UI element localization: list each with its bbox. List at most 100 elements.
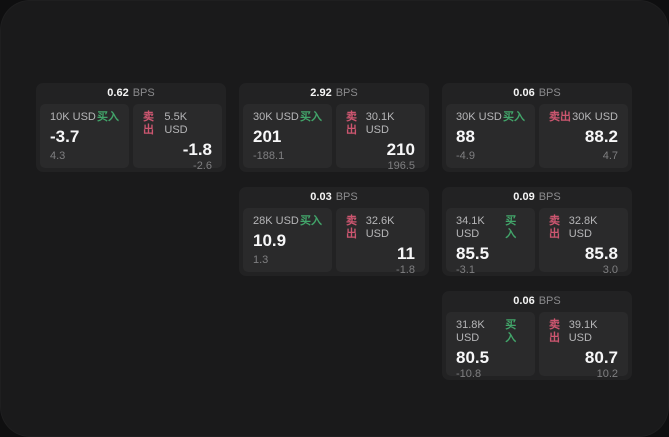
quote-panels: 30K USD 买入 201 -188.1 卖出 30.1K USD 210 1… [243, 104, 425, 172]
buy-price: 10.9 [253, 231, 287, 251]
buy-amount: 10K USD [50, 111, 96, 123]
buy-panel-top: 30K USD 买入 [456, 111, 525, 124]
sell-quote-panel[interactable]: 卖出 39.1K USD 80.7 10.2 [539, 312, 628, 380]
sell-amount: 5.5K USD [164, 111, 188, 137]
bps-unit-label: BPS [335, 87, 358, 99]
buy-panel-top: 10K USD 买入 [50, 111, 119, 124]
sell-amount: 30K USD [572, 111, 618, 123]
sell-price: 80.7 [584, 348, 618, 368]
sell-quote-panel[interactable]: 卖出 30.1K USD 210 196.5 [336, 104, 425, 172]
sell-side-label: 卖出 [549, 215, 560, 241]
quote-panels: 31.8K USD 买入 80.5 -10.8 卖出 39.1K USD 80.… [446, 312, 628, 380]
buy-side-label: 买入 [505, 319, 517, 345]
sell-panel-top: 卖出 32.8K USD [549, 215, 618, 241]
sell-panel-top: 卖出 30K USD [549, 111, 618, 124]
card-header: 0.03 BPS [243, 187, 425, 208]
sell-quote-panel[interactable]: 卖出 32.8K USD 85.8 3.0 [539, 208, 628, 276]
buy-delta: 4.3 [50, 149, 66, 162]
buy-panel-top: 30K USD 买入 [253, 111, 322, 124]
quote-panels: 34.1K USD 买入 85.5 -3.1 卖出 32.8K USD 85.8… [446, 208, 628, 276]
quote-grid: 0.62 BPS 10K USD 买入 -3.7 4.3 卖出 5.5K USD… [36, 83, 632, 380]
buy-delta: 1.3 [253, 253, 269, 266]
sell-price: 88.2 [584, 127, 618, 147]
sell-delta: -2.6 [193, 159, 212, 172]
buy-quote-panel[interactable]: 10K USD 买入 -3.7 4.3 [40, 104, 129, 168]
quote-panels: 28K USD 买入 10.9 1.3 卖出 32.6K USD 11 -1.8 [243, 208, 425, 276]
buy-amount: 30K USD [253, 111, 299, 123]
sell-delta: 196.5 [387, 159, 415, 172]
card-header: 2.92 BPS [243, 83, 425, 104]
bps-value: 0.03 [310, 191, 332, 203]
buy-amount: 31.8K USD [456, 319, 485, 345]
buy-quote-panel[interactable]: 34.1K USD 买入 85.5 -3.1 [446, 208, 535, 276]
buy-delta: -3.1 [456, 263, 475, 276]
quote-card: 0.03 BPS 28K USD 买入 10.9 1.3 卖出 32.6K US… [239, 187, 429, 276]
buy-price: 85.5 [456, 244, 490, 264]
buy-delta: -10.8 [456, 367, 482, 380]
quote-panels: 10K USD 买入 -3.7 4.3 卖出 5.5K USD -1.8 -2.… [40, 104, 222, 172]
sell-side-label: 卖出 [549, 111, 571, 123]
sell-price: 11 [397, 244, 415, 264]
sell-panel-top: 卖出 30.1K USD [346, 111, 415, 137]
sell-delta: 3.0 [602, 263, 618, 276]
sell-panel-top: 卖出 32.6K USD [346, 215, 415, 241]
sell-delta: 4.7 [602, 149, 618, 162]
buy-panel-top: 34.1K USD 买入 [456, 215, 525, 241]
sell-quote-panel[interactable]: 卖出 30K USD 88.2 4.7 [539, 104, 628, 168]
sell-amount: 32.6K USD [365, 215, 395, 241]
buy-side-label: 买入 [97, 111, 119, 123]
quote-card: 0.62 BPS 10K USD 买入 -3.7 4.3 卖出 5.5K USD… [36, 83, 226, 172]
buy-panel-top: 28K USD 买入 [253, 215, 322, 228]
buy-quote-panel[interactable]: 30K USD 买入 201 -188.1 [243, 104, 332, 168]
bps-unit-label: BPS [335, 191, 358, 203]
sell-quote-panel[interactable]: 卖出 5.5K USD -1.8 -2.6 [133, 104, 222, 172]
bps-value: 0.09 [513, 191, 535, 203]
quote-panels: 30K USD 买入 88 -4.9 卖出 30K USD 88.2 4.7 [446, 104, 628, 168]
quote-card: 0.06 BPS 30K USD 买入 88 -4.9 卖出 30K USD 8… [442, 83, 632, 172]
sell-amount: 39.1K USD [568, 319, 598, 345]
bps-value: 2.92 [310, 87, 332, 99]
sell-delta: 10.2 [596, 367, 618, 380]
sell-price: 210 [386, 140, 415, 160]
bps-value: 0.62 [107, 87, 129, 99]
quote-card: 2.92 BPS 30K USD 买入 201 -188.1 卖出 30.1K … [239, 83, 429, 172]
sell-panel-top: 卖出 5.5K USD [143, 111, 212, 137]
bps-unit-label: BPS [538, 87, 561, 99]
sell-panel-top: 卖出 39.1K USD [549, 319, 618, 345]
buy-panel-top: 31.8K USD 买入 [456, 319, 525, 345]
bps-unit-label: BPS [538, 191, 561, 203]
buy-side-label: 买入 [300, 111, 322, 123]
sell-amount: 30.1K USD [365, 111, 395, 137]
buy-side-label: 买入 [503, 111, 525, 123]
buy-amount: 30K USD [456, 111, 502, 123]
sell-quote-panel[interactable]: 卖出 32.6K USD 11 -1.8 [336, 208, 425, 276]
buy-price: 201 [253, 127, 282, 147]
bps-unit-label: BPS [132, 87, 155, 99]
buy-price: 88 [456, 127, 475, 147]
sell-side-label: 卖出 [346, 111, 357, 137]
sell-delta: -1.8 [396, 263, 415, 276]
quote-card: 0.09 BPS 34.1K USD 买入 85.5 -3.1 卖出 32.8K… [442, 187, 632, 276]
card-header: 0.06 BPS [446, 83, 628, 104]
bps-value: 0.06 [513, 295, 535, 307]
buy-delta: -4.9 [456, 149, 475, 162]
buy-side-label: 买入 [505, 215, 517, 241]
sell-amount: 32.8K USD [568, 215, 598, 241]
buy-amount: 28K USD [253, 215, 299, 227]
buy-price: 80.5 [456, 348, 490, 368]
card-header: 0.06 BPS [446, 291, 628, 312]
buy-quote-panel[interactable]: 30K USD 买入 88 -4.9 [446, 104, 535, 168]
sell-side-label: 卖出 [143, 111, 154, 137]
sell-price: -1.8 [182, 140, 212, 160]
card-header: 0.09 BPS [446, 187, 628, 208]
buy-amount: 34.1K USD [456, 215, 485, 241]
card-header: 0.62 BPS [40, 83, 222, 104]
bps-unit-label: BPS [538, 295, 561, 307]
sell-side-label: 卖出 [549, 319, 560, 345]
buy-quote-panel[interactable]: 31.8K USD 买入 80.5 -10.8 [446, 312, 535, 380]
buy-side-label: 买入 [300, 215, 322, 227]
buy-quote-panel[interactable]: 28K USD 买入 10.9 1.3 [243, 208, 332, 272]
quote-card: 0.06 BPS 31.8K USD 买入 80.5 -10.8 卖出 39.1… [442, 291, 632, 380]
bps-value: 0.06 [513, 87, 535, 99]
sell-side-label: 卖出 [346, 215, 357, 241]
